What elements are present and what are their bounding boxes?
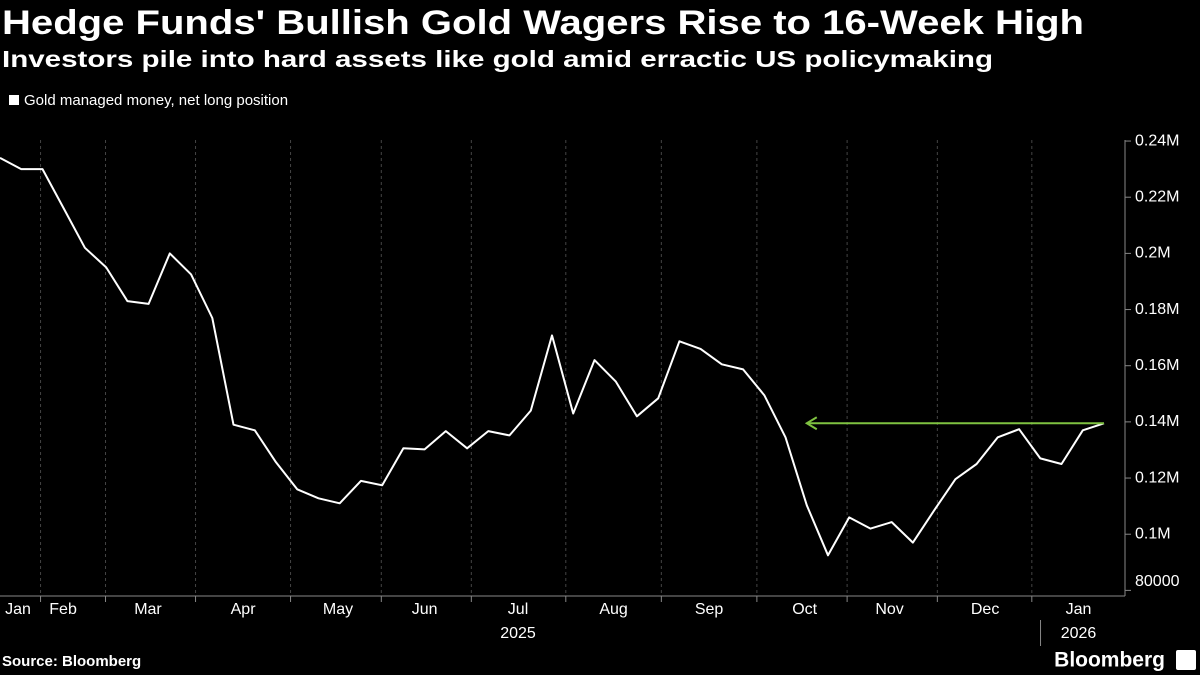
x-tick-label: Mar	[134, 601, 162, 618]
x-tick-label: Apr	[231, 601, 257, 618]
chart-subtitle: Investors pile into hard assets like gol…	[2, 46, 993, 72]
x-tick-label: Jul	[508, 601, 528, 618]
year-label: 2026	[1061, 625, 1097, 642]
y-tick-label: 80000	[1135, 573, 1180, 590]
legend-label: Gold managed money, net long position	[24, 92, 288, 109]
arrow-head	[804, 416, 818, 431]
source: Source: Bloomberg	[2, 653, 141, 670]
y-tick-label: 0.22M	[1135, 188, 1179, 205]
legend-swatch	[9, 95, 19, 105]
y-tick-label: 0.12M	[1135, 469, 1179, 486]
x-tick-label: Jan	[5, 601, 31, 618]
x-tick-label: May	[323, 601, 353, 618]
x-tick-label: Aug	[599, 601, 627, 618]
y-tick-label: 0.18M	[1135, 301, 1179, 318]
x-tick-label: Sep	[695, 601, 724, 618]
line-series	[0, 157, 1105, 557]
x-tick-label: Dec	[971, 601, 999, 618]
chart-title: Hedge Funds' Bullish Gold Wagers Rise to…	[2, 4, 1084, 42]
y-tick-label: 0.1M	[1135, 525, 1171, 542]
year-label: 2025	[500, 625, 536, 642]
brand: Bloomberg	[1054, 649, 1165, 672]
x-tick-label: Nov	[875, 601, 903, 618]
brand-icon	[1176, 650, 1196, 670]
y-tick-label: 0.16M	[1135, 357, 1179, 374]
y-tick-label: 0.14M	[1135, 413, 1179, 430]
y-tick-label: 0.24M	[1135, 132, 1179, 149]
x-tick-label: Jan	[1066, 601, 1092, 618]
x-tick-label: Feb	[49, 601, 77, 618]
x-tick-label: Jun	[412, 601, 438, 618]
x-tick-label: Oct	[792, 601, 817, 618]
y-tick-label: 0.2M	[1135, 245, 1171, 262]
